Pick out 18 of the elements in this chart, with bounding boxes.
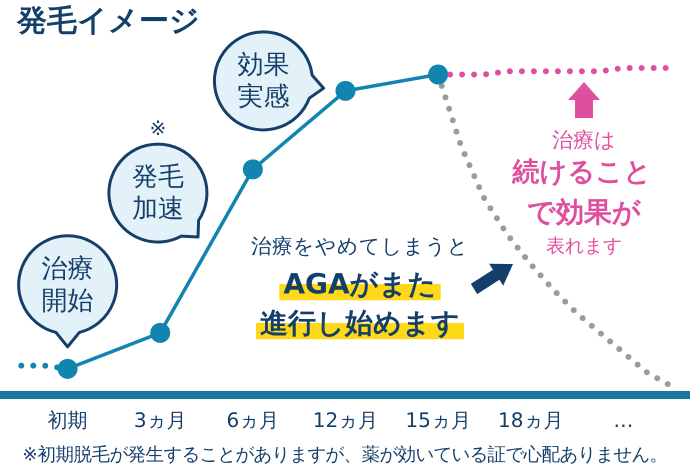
annotation: 効果実感 [237, 50, 290, 112]
x-tick-label: 12ヵ月 [312, 408, 378, 432]
x-tick-label: 初期 [48, 408, 88, 432]
x-tick-label: 3ヵ月 [134, 408, 187, 432]
annotation: 治療開始 [42, 254, 94, 316]
annotation: で効果が [527, 196, 642, 228]
annotation: 治療をやめてしまうと [251, 234, 469, 258]
x-tick-label: 18ヵ月 [498, 408, 564, 432]
annotation: 続けること [512, 156, 652, 188]
x-tick-label: … [613, 408, 634, 432]
annotation: 発毛加速 [132, 162, 184, 224]
x-tick-label: 6ヵ月 [226, 408, 280, 432]
chart-title: 発毛イメージ [16, 4, 200, 38]
annotation: 表れます [546, 235, 622, 257]
text: ※初期脱毛が発生することがありますが、薬が効いている証で心配ありません。 [22, 444, 668, 466]
x-tick-label: 15ヵ月 [405, 408, 471, 432]
annotation: ※ [150, 116, 166, 140]
annotation: 治療は [552, 128, 616, 152]
